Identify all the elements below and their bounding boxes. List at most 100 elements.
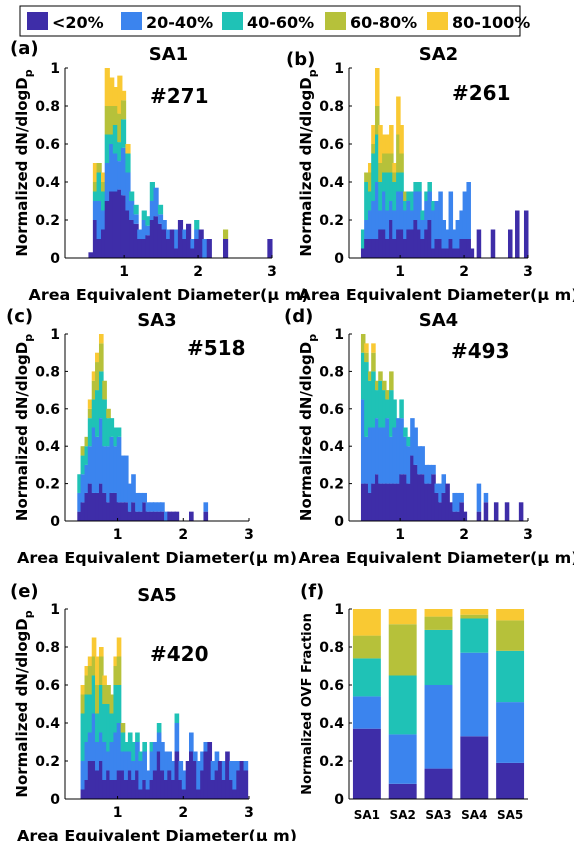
histogram-bar (385, 153, 390, 173)
y-tick-label: 1 (334, 327, 344, 343)
histogram-bar (221, 761, 227, 780)
histogram-bar (493, 502, 499, 521)
histogram-bar (438, 483, 443, 503)
histogram-bar (156, 751, 162, 799)
x-tick-label: 1 (119, 264, 129, 280)
histogram-bar (127, 751, 133, 771)
histogram-bar (142, 492, 147, 503)
histogram-bar (364, 483, 369, 521)
histogram-bar (389, 125, 394, 154)
histogram-bar (462, 191, 468, 239)
histogram-bar (364, 362, 369, 437)
histogram-bar (186, 223, 192, 258)
panel-title: SA3 (137, 310, 176, 331)
y-tick-label: 0.8 (319, 364, 344, 380)
histogram-bar (392, 427, 397, 484)
histogram-bar (441, 248, 447, 258)
histogram-bar (371, 201, 376, 239)
histogram-bar (95, 770, 100, 799)
histogram-bar (210, 761, 216, 780)
histogram-bar (102, 780, 107, 799)
histogram-bar (117, 189, 123, 258)
histogram-bar (142, 742, 147, 752)
histogram-bar (385, 239, 390, 258)
histogram-bar (87, 694, 93, 733)
histogram-bar (378, 125, 383, 163)
histogram-bar (161, 229, 167, 258)
histogram-bar (375, 390, 380, 419)
histogram-bar (109, 191, 115, 258)
bar-segment (388, 783, 417, 799)
histogram-bar (135, 770, 140, 799)
histogram-bar (364, 220, 369, 239)
histogram-bar (382, 390, 387, 428)
histogram-bar (367, 210, 373, 239)
histogram-bar (420, 446, 425, 475)
histogram-bar (452, 511, 457, 521)
histogram-bar (137, 239, 143, 258)
histogram-bar (364, 239, 369, 258)
histogram-bar (360, 334, 366, 353)
histogram-bar (87, 656, 93, 666)
histogram-bar (142, 502, 147, 521)
histogram-bar (137, 229, 143, 239)
histogram-bar (229, 780, 234, 799)
count-label: #420 (150, 642, 209, 666)
histogram-bar (445, 248, 450, 258)
histogram-bar (135, 732, 140, 742)
legend-swatch (222, 12, 243, 30)
histogram-bar (182, 239, 188, 258)
histogram-bar (174, 723, 180, 752)
histogram-bar (389, 201, 394, 220)
histogram-bar (455, 511, 461, 521)
histogram-bar (84, 436, 90, 447)
y-tick-label: 0.4 (35, 439, 60, 455)
histogram-bar (399, 125, 404, 154)
histogram-bar (396, 418, 401, 484)
histogram-bar (102, 380, 107, 400)
histogram-bar (385, 134, 390, 154)
histogram-bar (406, 483, 411, 521)
histogram-bar (95, 713, 100, 742)
y-tick-label: 0.4 (319, 716, 344, 732)
legend-entry: 60-80% (350, 13, 417, 32)
histogram-bar (157, 223, 164, 258)
histogram-bar (96, 201, 102, 239)
x-tick-label: 2 (178, 805, 188, 821)
histogram-bar (120, 751, 126, 771)
x-tick-label: 2 (193, 264, 203, 280)
histogram-bar (109, 134, 115, 144)
histogram-bar (424, 464, 429, 484)
histogram-bar (203, 751, 209, 799)
histogram-bar (138, 492, 144, 512)
histogram-bar (98, 732, 104, 761)
histogram-bar (382, 427, 387, 484)
histogram-bar (113, 492, 119, 521)
bar-segment (352, 728, 381, 799)
histogram-bar (413, 191, 418, 220)
histogram-bar (178, 761, 184, 780)
histogram-bar (225, 751, 230, 799)
histogram-bar (95, 362, 100, 391)
histogram-bar (396, 191, 401, 230)
histogram-bar (222, 229, 229, 239)
histogram-bar (91, 427, 97, 493)
histogram-bar (410, 455, 415, 521)
histogram-bar (125, 144, 131, 154)
histogram-bar (117, 75, 123, 114)
y-axis-label-main: Normalized dN/dlogD (13, 342, 31, 521)
histogram-bar (441, 474, 447, 493)
histogram-bar (371, 352, 376, 372)
histogram-bar (116, 723, 122, 771)
panel-title: SA2 (419, 44, 458, 65)
y-tick-label: 0 (334, 251, 344, 267)
histogram-bar (396, 172, 401, 192)
histogram-bar (194, 239, 200, 258)
x-tick-label: 1 (113, 527, 123, 543)
histogram-bar (434, 201, 439, 239)
histogram-bar (131, 502, 136, 521)
panel-6: (f) SA1 SA2 SA3 SA4 SA5 0 0.2 0.4 0.6 0.8 1 Normaliz… (300, 581, 528, 822)
histogram-bar (364, 352, 369, 363)
histogram-bar (109, 144, 115, 192)
histogram-bar (120, 723, 126, 733)
